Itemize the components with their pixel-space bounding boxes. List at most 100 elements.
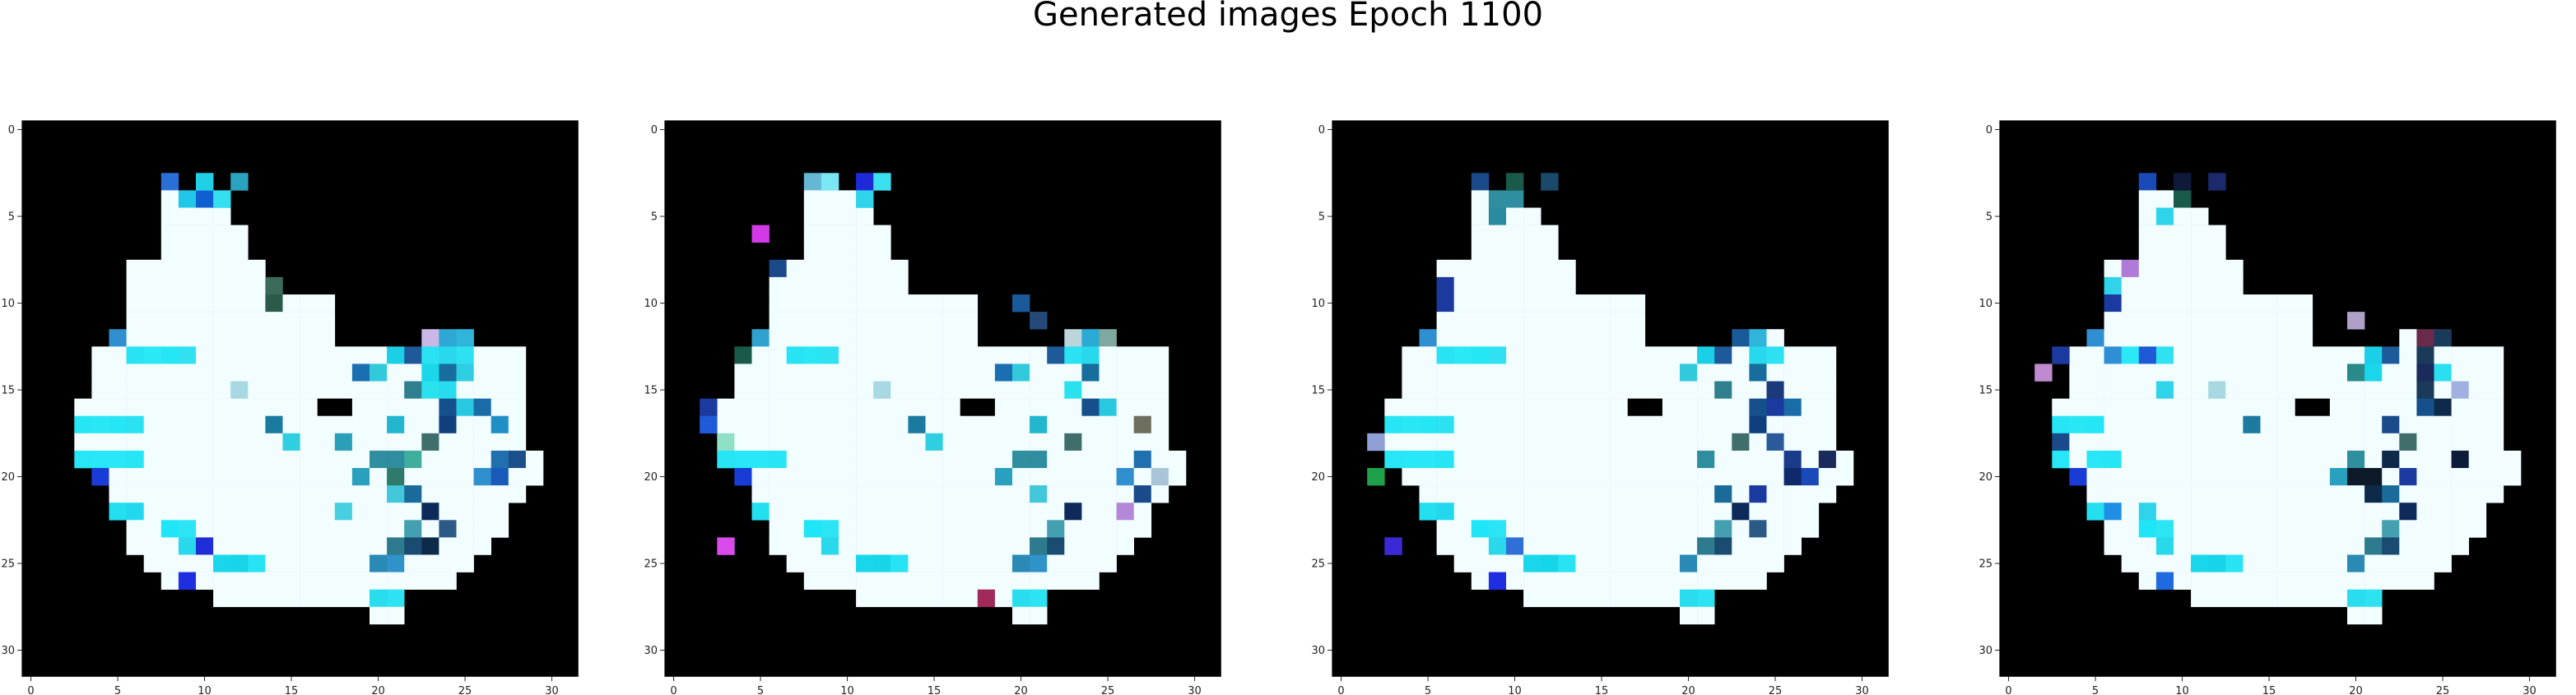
heatmap-cell [804,329,821,346]
heatmap-cell [161,433,179,451]
heatmap-cell [1784,346,1802,364]
heatmap-cell [457,382,474,399]
heatmap-cell [1645,346,1662,364]
x-tick-label: 15 [2262,685,2276,695]
heatmap-cell [2364,364,2382,381]
heatmap-cell [421,451,439,468]
heatmap-cell [734,346,751,364]
heatmap-cell [2191,572,2208,590]
heatmap-cell [2104,399,2122,416]
heatmap-cell [318,590,335,607]
heatmap-cell [978,399,995,416]
heatmap-cell [1523,590,1541,607]
heatmap-cell [734,382,751,399]
heatmap-cell [2399,416,2416,433]
heatmap-cell [1593,364,1611,381]
heatmap-cell [1541,260,1558,277]
heatmap-cell [960,485,978,503]
heatmap-cell [1012,433,1030,451]
heatmap-cell [2191,537,2208,554]
heatmap-cell [421,503,439,520]
heatmap-cell [491,520,509,537]
heatmap-cell [995,590,1012,607]
heatmap-cell [1732,537,1749,554]
heatmap-cell [2191,416,2208,433]
heatmap-cell [2278,503,2295,520]
heatmap-cell [1454,399,1472,416]
heatmap-cell [995,537,1012,554]
heatmap-cell [1047,485,1064,503]
heatmap-cell [248,364,265,381]
heatmap-cell [890,590,908,607]
heatmap-cell [1100,485,1117,503]
heatmap-cell [804,294,821,312]
heatmap-cell [1732,382,1749,399]
heatmap-cell [491,382,509,399]
heatmap-cell [2452,364,2469,381]
heatmap-cell [873,433,890,451]
heatmap-cell [2399,364,2416,381]
heatmap-cell [2486,382,2504,399]
heatmap-cell [1628,503,1645,520]
heatmap-cell [978,485,995,503]
image-panel-3: 0 5 10 15 20 25 30 0 5 10 15 20 25 30 [1331,119,1935,687]
heatmap-cell [491,416,509,433]
heatmap-cell [370,503,387,520]
heatmap-cell [1836,451,1853,468]
heatmap-cell [978,590,995,607]
heatmap-cell [91,382,109,399]
heatmap-cell [717,451,734,468]
heatmap-cell [248,590,265,607]
heatmap-cell [457,468,474,485]
heatmap-cell [734,399,751,416]
heatmap-cell [2208,416,2225,433]
heatmap-cell [1697,503,1714,520]
heatmap-cell [1732,329,1749,346]
heatmap-cell [318,364,335,381]
heatmap-cell [474,416,491,433]
heatmap-cell [1662,590,1680,607]
heatmap-cell [179,537,196,554]
heatmap-cell [2261,399,2278,416]
heatmap-cell [2225,399,2243,416]
heatmap-cell [2122,451,2139,468]
heatmap-cell [1767,416,1784,433]
heatmap-cell [2469,468,2486,485]
heatmap-cell [91,451,109,468]
heatmap-cell [335,416,352,433]
heatmap-cell [804,503,821,520]
heatmap-cell [821,468,839,485]
heatmap-cell [1802,520,1819,537]
heatmap-cell [265,520,282,537]
heatmap-cell [457,346,474,364]
heatmap-cell [960,382,978,399]
heatmap-cell [2104,294,2122,312]
heatmap-cell [2295,346,2313,364]
x-tick-label: 10 [1508,685,1522,695]
heatmap-cell [2069,416,2086,433]
heatmap-cell [248,572,265,590]
heatmap-cell [2313,503,2330,520]
heatmap-cell [1064,329,1081,346]
heatmap-cell [1454,468,1472,485]
heatmap-cell [1558,312,1575,329]
heatmap-cell [2295,416,2313,433]
heatmap-cell [1472,520,1489,537]
heatmap-cell [109,364,127,381]
heatmap-cell [1680,503,1697,520]
heatmap-cell [127,382,144,399]
heatmap-cell [2069,399,2086,416]
heatmap-cell [1437,294,1454,312]
heatmap-cell [300,520,318,537]
heatmap-cell [213,364,230,381]
heatmap-cell [1819,451,1836,468]
y-tick-label: 5 [8,211,15,224]
heatmap-cell [2104,312,2122,329]
heatmap-cell [127,260,144,277]
heatmap-cell [1697,555,1714,572]
heatmap-cell [1012,346,1030,364]
heatmap-cell [1472,451,1489,468]
heatmap-cell [2122,399,2139,416]
heatmap-cell [2208,382,2225,399]
heatmap-cell [2261,346,2278,364]
